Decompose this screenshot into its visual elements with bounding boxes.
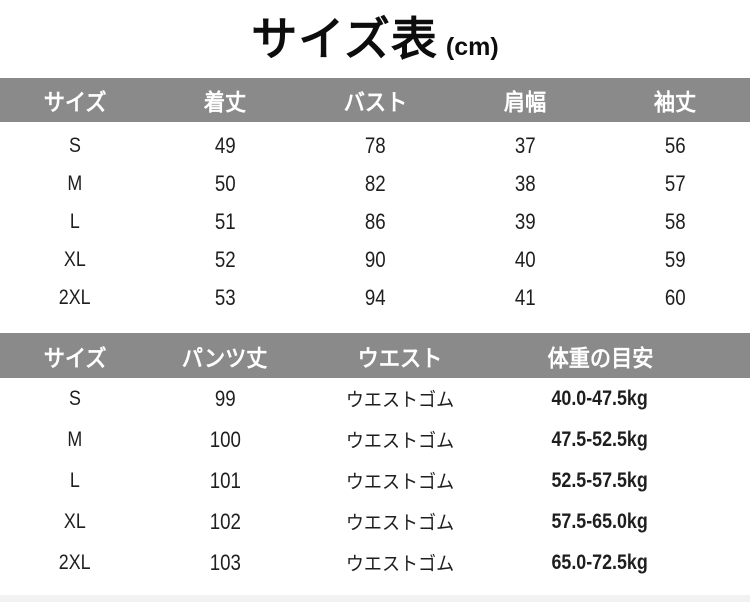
size-cell: S — [69, 134, 81, 157]
table-row: M 100 ウエストゴム 47.5-52.5kg — [0, 419, 750, 460]
weight-cell: 40.0-47.5kg — [551, 386, 649, 410]
size-cell: L — [70, 468, 80, 492]
value-cell: 101 — [209, 467, 241, 493]
size-cell: 2XL — [59, 550, 91, 574]
value-cell: 60 — [664, 285, 686, 310]
bottom-spacer — [0, 583, 750, 595]
value-cell: 37 — [514, 133, 536, 158]
size-cell: M — [67, 427, 83, 451]
size-cell: XL — [64, 248, 86, 271]
weight-cell: 57.5-65.0kg — [551, 509, 649, 533]
value-cell: 59 — [664, 247, 686, 272]
pants-table-header-row: サイズ パンツ丈 ウエスト 体重の目安 — [0, 333, 750, 378]
page-title: サイズ表 (cm) — [0, 0, 750, 78]
waist-cell: ウエストゴム — [345, 431, 455, 452]
table-row: XL 52 90 40 59 — [0, 241, 750, 279]
pants-header-weight-guide: 体重の目安 — [547, 344, 653, 371]
tops-header-bust: バスト — [343, 89, 407, 115]
tops-header-size: サイズ — [43, 89, 107, 115]
size-cell: XL — [64, 509, 86, 533]
value-cell: 94 — [364, 285, 386, 310]
value-cell: 102 — [209, 508, 241, 534]
weight-cell: 47.5-52.5kg — [551, 427, 649, 451]
value-cell: 39 — [514, 209, 536, 234]
value-cell: 38 — [514, 171, 536, 196]
table-row: S 49 78 37 56 — [0, 127, 750, 165]
table-row: L 101 ウエストゴム 52.5-57.5kg — [0, 460, 750, 501]
value-cell: 57 — [664, 171, 686, 196]
value-cell: 82 — [364, 171, 386, 196]
value-cell: 52 — [214, 247, 236, 272]
value-cell: 99 — [214, 385, 236, 411]
value-cell: 86 — [364, 209, 386, 234]
weight-cell: 52.5-57.5kg — [551, 468, 649, 492]
waist-cell: ウエストゴム — [345, 554, 455, 575]
cutoff-next-header-bar — [0, 595, 750, 602]
waist-cell: ウエストゴム — [345, 513, 455, 534]
value-cell: 100 — [209, 426, 241, 452]
size-cell: 2XL — [59, 286, 91, 309]
tops-table-header-row: サイズ 着丈 バスト 肩幅 袖丈 — [0, 78, 750, 122]
weight-cell: 65.0-72.5kg — [551, 550, 649, 574]
table-row: XL 102 ウエストゴム 57.5-65.0kg — [0, 501, 750, 542]
pants-table-body: S 99 ウエストゴム 40.0-47.5kg M 100 ウエストゴム 47.… — [0, 378, 750, 583]
tops-header-shoulder: 肩幅 — [503, 89, 547, 115]
tops-header-body-length: 着丈 — [203, 89, 247, 115]
table-row: L 51 86 39 58 — [0, 203, 750, 241]
table-spacer — [0, 317, 750, 333]
table-row: 2XL 53 94 41 60 — [0, 279, 750, 317]
table-row: 2XL 103 ウエストゴム 65.0-72.5kg — [0, 542, 750, 583]
title-text: サイズ表 — [251, 13, 438, 65]
waist-cell: ウエストゴム — [345, 390, 455, 411]
waist-cell: ウエストゴム — [345, 472, 455, 493]
value-cell: 51 — [214, 209, 236, 234]
value-cell: 78 — [364, 133, 386, 158]
table-row: M 50 82 38 57 — [0, 165, 750, 203]
value-cell: 90 — [364, 247, 386, 272]
value-cell: 103 — [209, 549, 241, 575]
value-cell: 58 — [664, 209, 686, 234]
value-cell: 56 — [664, 133, 686, 158]
size-cell: S — [69, 386, 81, 410]
pants-header-pants-length: パンツ丈 — [182, 344, 268, 371]
tops-header-sleeve: 袖丈 — [653, 89, 697, 115]
table-row: S 99 ウエストゴム 40.0-47.5kg — [0, 378, 750, 419]
value-cell: 49 — [214, 133, 236, 158]
pants-header-size: サイズ — [43, 344, 107, 371]
size-cell: M — [67, 172, 83, 195]
title-unit-label: (cm) — [445, 33, 499, 61]
value-cell: 50 — [214, 171, 236, 196]
size-cell: L — [70, 210, 80, 233]
pants-header-waist: ウエスト — [357, 344, 443, 371]
value-cell: 53 — [214, 285, 236, 310]
tops-table-body: S 49 78 37 56 M 50 82 38 57 L 51 86 39 5… — [0, 127, 750, 317]
value-cell: 41 — [514, 285, 536, 310]
value-cell: 40 — [514, 247, 536, 272]
